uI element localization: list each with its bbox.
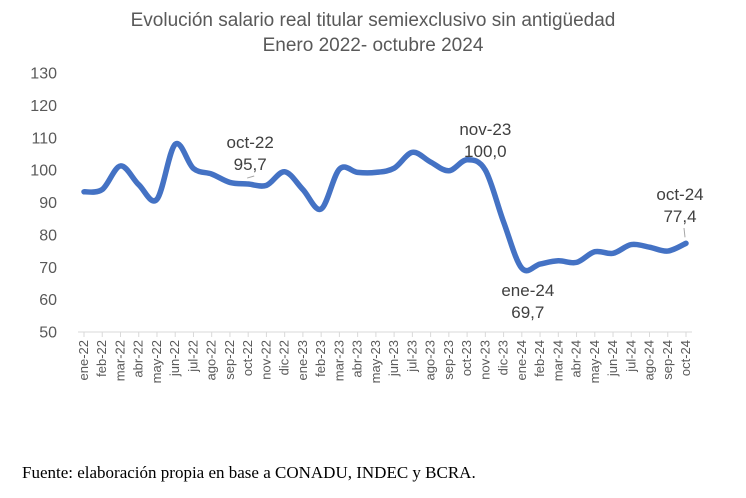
chart-title-block: Evolución salario real titular semiexclu… (0, 8, 746, 58)
x-tick-label: ago-24 (642, 340, 657, 380)
y-tick-label: 120 (30, 98, 57, 115)
x-tick-label: abr-23 (350, 340, 365, 378)
annotation-value: 95,7 (234, 155, 267, 174)
x-tick-label: dic-22 (277, 340, 292, 375)
x-tick-label: feb-22 (94, 340, 109, 377)
x-tick-label: mar-24 (550, 340, 565, 381)
annotation-period: oct-24 (656, 185, 703, 204)
x-tick-label: jul-22 (185, 340, 200, 373)
x-tick-label: oct-23 (459, 340, 474, 376)
annotation-period: nov-23 (459, 120, 511, 139)
x-tick-label: nov-23 (477, 340, 492, 380)
x-tick-label: ago-23 (423, 340, 438, 380)
line-chart: 50 60 70 80 90 100 110 120 130 ene-22 feb-22 mar-22… (30, 66, 703, 384)
source-note: Fuente: elaboración propia en base a CON… (22, 463, 476, 482)
x-tick-label: dic-23 (496, 340, 511, 375)
annotation-leader (683, 227, 686, 238)
chart-container: Evolución salario real titular semiexclu… (0, 8, 746, 384)
y-tick-label: 90 (39, 195, 57, 212)
x-tick-label: jul-23 (404, 340, 419, 373)
annotation-value: 100,0 (464, 142, 507, 161)
y-tick-label: 50 (39, 325, 57, 342)
x-tick-label: ago-22 (204, 340, 219, 380)
y-tick-label: 130 (30, 66, 57, 83)
x-tick-label: abr-22 (131, 340, 146, 378)
x-tick-label: jun-22 (167, 340, 182, 377)
x-tick-label: may-23 (368, 340, 383, 383)
annotation-period: ene-24 (501, 281, 554, 300)
series-line (81, 140, 689, 274)
x-tick-label: sep-24 (660, 340, 675, 380)
x-tick-label: mar-23 (331, 340, 346, 381)
x-tick-label: ene-22 (76, 340, 91, 380)
x-tick-label: sep-23 (441, 340, 456, 380)
x-tick-label: ene-24 (514, 340, 529, 380)
x-tick-label: nov-22 (258, 340, 273, 380)
annotation-period: oct-22 (227, 133, 274, 152)
x-tick-label: jun-23 (386, 340, 401, 377)
y-tick-label: 70 (39, 260, 57, 277)
annotation-value: 69,7 (511, 303, 544, 322)
x-tick-label: oct-24 (678, 340, 693, 376)
x-tick-label: ene-23 (295, 340, 310, 380)
x-tick-label: feb-23 (313, 340, 328, 377)
x-tick-label: jun-24 (605, 340, 620, 377)
y-tick-label: 80 (39, 227, 57, 244)
y-tick-label: 60 (39, 292, 57, 309)
x-tick-label: mar-22 (112, 340, 127, 381)
annotation-leader (247, 175, 255, 179)
chart-title: Evolución salario real titular semiexclu… (130, 10, 616, 31)
x-tick-label: may-24 (587, 340, 602, 383)
x-tick-label: feb-24 (532, 340, 547, 377)
y-tick-label: 100 (30, 163, 57, 180)
x-tick-label: jul-24 (623, 340, 638, 373)
x-tick-label: abr-24 (569, 340, 584, 378)
x-tick-label: may-22 (149, 340, 164, 383)
chart-subtitle: Enero 2022- octubre 2024 (262, 35, 484, 56)
y-tick-label: 110 (31, 130, 57, 147)
annotation-value: 77,4 (663, 207, 696, 226)
x-tick-label: oct-22 (240, 340, 255, 376)
x-tick-label: sep-22 (222, 340, 237, 380)
